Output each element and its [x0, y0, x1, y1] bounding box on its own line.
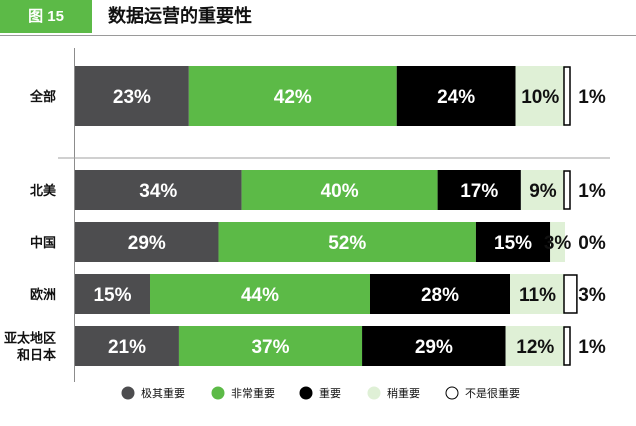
bar-segment [75, 66, 189, 126]
category-label: 中国 [30, 235, 56, 250]
category-label: 北美 [30, 183, 57, 198]
data-label: 3% [544, 233, 572, 254]
legend-label: 不是很重要 [465, 386, 520, 400]
data-label: 10% [521, 87, 559, 108]
data-label: 42% [274, 87, 312, 108]
bar-segment [178, 326, 363, 366]
data-label: 29% [415, 337, 453, 358]
bar-segment [370, 274, 510, 314]
stacked-bar-chart: 全部 23% 42% 24% 10% 1% 北美 34% 40% 17% 9% 1% 中国 29% 52% 1… [4, 48, 610, 400]
data-label: 9% [529, 181, 557, 202]
legend-swatch [367, 386, 381, 400]
data-label: 29% [128, 233, 166, 254]
category-label: 全部 [29, 89, 56, 104]
bar-segment [75, 222, 219, 262]
bar-segment [510, 274, 565, 314]
bar-segment [241, 170, 438, 210]
bar-segment-stub [563, 66, 571, 126]
data-label-outside: 0% [578, 233, 606, 254]
bar-segment [475, 222, 551, 262]
data-label: 28% [421, 285, 459, 306]
data-label: 37% [251, 337, 289, 358]
data-label: 21% [108, 337, 146, 358]
bar-segment-stub [563, 326, 571, 366]
category-label: 亚太地区和日本 [4, 331, 56, 363]
legend-swatch [445, 386, 459, 400]
data-label: 40% [321, 181, 359, 202]
data-label: 15% [494, 233, 532, 254]
data-label: 12% [516, 337, 554, 358]
data-label-outside: 1% [578, 181, 606, 202]
data-label: 15% [93, 285, 131, 306]
header-divider [0, 35, 636, 36]
data-label: 11% [519, 285, 556, 306]
bar-segment [75, 326, 179, 366]
data-label: 44% [241, 285, 279, 306]
bar-segment [396, 66, 516, 126]
data-label: 24% [437, 87, 475, 108]
bar-segment-stub [563, 170, 571, 210]
bar-segment [550, 222, 565, 262]
data-label: 34% [139, 181, 177, 202]
data-label: 52% [328, 233, 366, 254]
legend-label: 极其重要 [141, 386, 185, 400]
data-label-outside: 1% [578, 87, 606, 108]
bar-segment [75, 170, 242, 210]
bar-segment [505, 326, 565, 366]
legend-label: 重要 [319, 386, 341, 400]
figure-number-badge: 图 15 [0, 0, 92, 33]
data-label-outside: 1% [578, 337, 606, 358]
bar-segment [75, 274, 150, 314]
bar-segment [188, 66, 397, 126]
bar-segment [150, 274, 370, 314]
bar-segment [218, 222, 476, 262]
legend-label: 非常重要 [231, 386, 275, 400]
data-label: 23% [113, 87, 151, 108]
bar-segment [520, 170, 565, 210]
data-label-outside: 3% [578, 285, 606, 306]
data-label: 17% [460, 181, 498, 202]
chart-title: 数据运营的重要性 [108, 6, 252, 26]
bar-segment [515, 66, 565, 126]
bar-segment [362, 326, 506, 366]
legend-swatch [299, 386, 313, 400]
bar-segment [437, 170, 521, 210]
bar-segment-stub [563, 274, 578, 314]
category-label: 欧洲 [30, 287, 56, 302]
legend-label: 稍重要 [387, 386, 420, 400]
legend-swatch [121, 386, 135, 400]
legend-swatch [211, 386, 225, 400]
